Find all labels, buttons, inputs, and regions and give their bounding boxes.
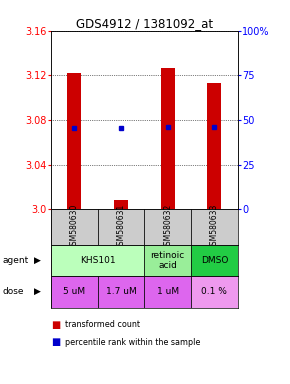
Text: percentile rank within the sample: percentile rank within the sample [65,338,201,347]
Text: ▶: ▶ [34,256,41,265]
Text: ■: ■ [51,337,60,347]
Text: 0.1 %: 0.1 % [202,287,227,296]
Bar [191,209,238,245]
Title: GDS4912 / 1381092_at: GDS4912 / 1381092_at [76,17,213,30]
Bar [97,276,144,308]
Bar [161,68,175,209]
Text: dose: dose [3,287,24,296]
Bar [207,83,222,209]
Bar [51,245,144,276]
Bar [51,209,97,245]
Text: DMSO: DMSO [201,256,228,265]
Text: GSM580631: GSM580631 [116,204,125,250]
Text: ▶: ▶ [34,287,41,296]
Text: KHS101: KHS101 [80,256,115,265]
Text: 1.7 uM: 1.7 uM [106,287,136,296]
Bar [67,73,81,209]
Text: 5 uM: 5 uM [63,287,85,296]
Text: 1 uM: 1 uM [157,287,179,296]
Bar [191,276,238,308]
Text: ■: ■ [51,320,60,330]
Bar [97,209,144,245]
Text: retinoic
acid: retinoic acid [151,251,185,270]
Text: transformed count: transformed count [65,320,140,329]
Bar [144,276,191,308]
Bar [51,276,97,308]
Text: agent: agent [3,256,29,265]
Bar [191,245,238,276]
Text: GSM580632: GSM580632 [163,204,172,250]
Bar [114,200,128,209]
Text: GSM580630: GSM580630 [70,204,79,250]
Bar [144,245,191,276]
Bar [144,209,191,245]
Text: GSM580633: GSM580633 [210,204,219,250]
